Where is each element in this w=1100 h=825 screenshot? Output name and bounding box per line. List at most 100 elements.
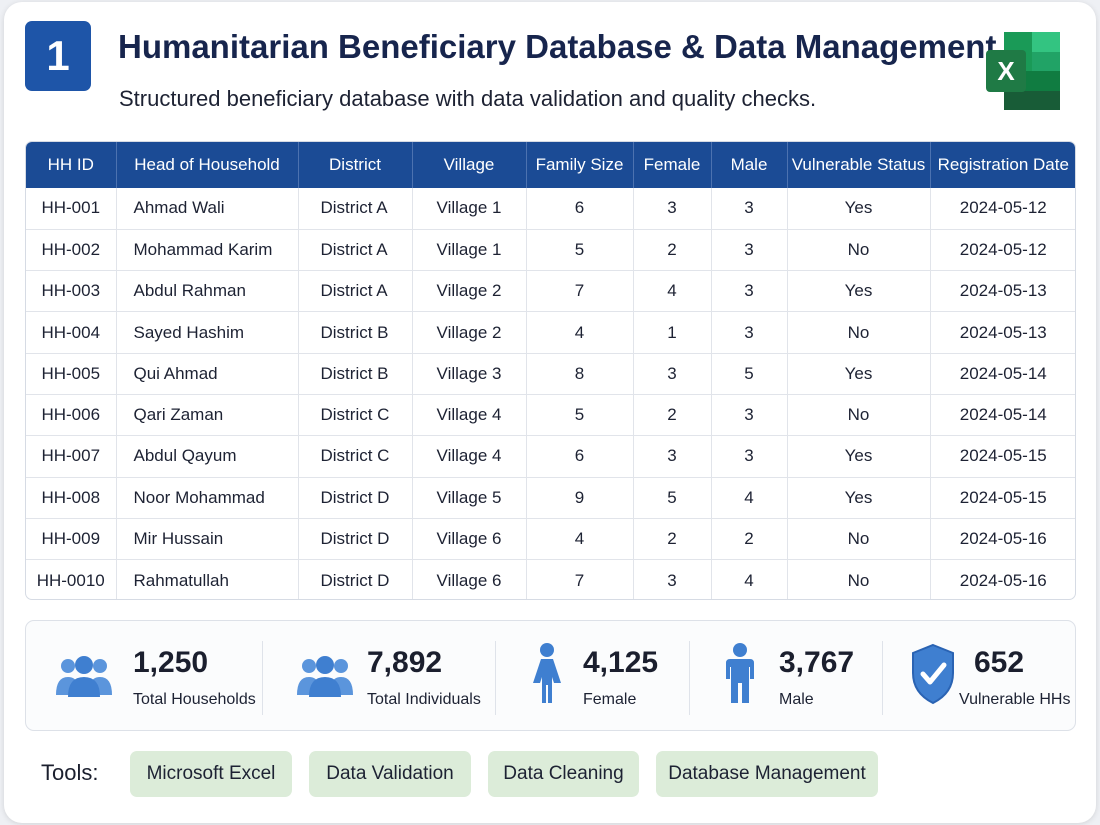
table-row[interactable]: HH-005 Qui Ahmad District B Village 3 8 3 5 Yes… xyxy=(26,353,1075,395)
column-header-hh-id[interactable]: HH ID xyxy=(26,142,117,188)
shield-check-icon xyxy=(912,643,954,705)
cell-district: District B xyxy=(298,353,413,395)
cell-village: Village 1 xyxy=(412,229,527,272)
cell-family-size: 4 xyxy=(526,518,634,561)
table-row[interactable]: HH-006 Qari Zaman District C Village 4 5 2 3 No… xyxy=(26,394,1075,437)
cell-district: District A xyxy=(298,270,413,313)
cell-family-size: 5 xyxy=(526,229,634,272)
column-header-vulnerable-status[interactable]: Vulnerable Status xyxy=(787,142,931,188)
cell-hh-id: HH-0010 xyxy=(26,559,117,599)
cell-female: 2 xyxy=(633,394,712,437)
cell-male: 5 xyxy=(711,353,788,395)
cell-district: District A xyxy=(298,229,413,272)
excel-icon: X xyxy=(986,32,1060,110)
cell-male: 4 xyxy=(711,559,788,599)
tool-chip-data-validation[interactable]: Data Validation xyxy=(309,751,471,797)
cell-village: Village 1 xyxy=(412,188,527,230)
cell-registration-date: 2024-05-13 xyxy=(930,270,1075,313)
cell-female: 5 xyxy=(633,477,712,519)
group-icon xyxy=(56,656,112,697)
column-header-family-size[interactable]: Family Size xyxy=(526,142,634,188)
cell-registration-date: 2024-05-12 xyxy=(930,229,1075,272)
cell-village: Village 2 xyxy=(412,311,527,354)
tool-chip-database-management[interactable]: Database Management xyxy=(656,751,878,797)
column-header-female[interactable]: Female xyxy=(633,142,712,188)
cell-family-size: 4 xyxy=(526,311,634,354)
column-header-registration-date[interactable]: Registration Date xyxy=(937,155,1069,174)
table-row[interactable]: HH-001 Ahmad Wali District A Village 1 6 3 3 Ye… xyxy=(26,188,1075,230)
divider xyxy=(689,641,690,715)
cell-district: District B xyxy=(298,311,413,354)
tool-chip-data-cleaning[interactable]: Data Cleaning xyxy=(488,751,639,797)
cell-head-of-household: Noor Mohammad xyxy=(116,477,299,519)
stat-vulnerable-households: 652 Vulnerable HHs xyxy=(883,621,1075,732)
cell-registration-date: 2024-05-16 xyxy=(930,518,1075,561)
cell-registration-date: 2024-05-13 xyxy=(930,311,1075,354)
page-subtitle: Structured beneficiary database with dat… xyxy=(119,86,817,111)
cell-registration-date: 2024-05-14 xyxy=(930,394,1075,437)
cell-head-of-household: Abdul Qayum xyxy=(116,435,299,478)
cell-hh-id: HH-006 xyxy=(26,394,117,437)
cell-female: 2 xyxy=(633,518,712,561)
cell-hh-id: HH-002 xyxy=(26,229,117,272)
page-title: Humanitarian Beneficiary Database & Data… xyxy=(118,28,997,65)
cell-male: 4 xyxy=(711,477,788,519)
cell-registration-date: 2024-05-15 xyxy=(930,435,1075,478)
male-icon xyxy=(726,643,754,703)
cell-vulnerable-status: No xyxy=(787,311,931,354)
column-header-male[interactable]: Male xyxy=(711,142,788,188)
cell-female: 4 xyxy=(633,270,712,313)
cell-female: 3 xyxy=(633,559,712,599)
table-header-row: HH ID Head of Household District Village… xyxy=(26,142,1075,188)
cell-head-of-household: Qui Ahmad xyxy=(116,353,299,395)
tool-chip-microsoft-excel[interactable]: Microsoft Excel xyxy=(130,751,292,797)
cell-head-of-household: Abdul Rahman xyxy=(116,270,299,313)
cell-head-of-household: Qari Zaman xyxy=(116,394,299,437)
column-header-district[interactable]: District xyxy=(298,142,413,188)
cell-hh-id: HH-008 xyxy=(26,477,117,519)
cell-village: Village 4 xyxy=(412,435,527,478)
divider xyxy=(495,641,496,715)
cell-district: District C xyxy=(298,394,413,437)
cell-family-size: 7 xyxy=(526,270,634,313)
column-header-village[interactable]: Village xyxy=(412,142,527,188)
column-header-head-of-household[interactable]: Head of Household xyxy=(116,142,299,188)
cell-male: 3 xyxy=(711,311,788,354)
cell-hh-id: HH-001 xyxy=(26,188,117,230)
cell-hh-id: HH-004 xyxy=(26,311,117,354)
cell-vulnerable-status: Yes xyxy=(787,477,931,519)
cell-male: 3 xyxy=(711,435,788,478)
cell-head-of-household: Ahmad Wali xyxy=(116,188,299,230)
female-icon xyxy=(533,643,561,703)
cell-registration-date: 2024-05-15 xyxy=(930,477,1075,519)
cell-female: 3 xyxy=(633,353,712,395)
cell-family-size: 7 xyxy=(526,559,634,599)
cell-head-of-household: Rahmatullah xyxy=(116,559,299,599)
cell-family-size: 8 xyxy=(526,353,634,395)
cell-vulnerable-status: No xyxy=(787,559,931,599)
cell-head-of-household: Mir Hussain xyxy=(116,518,299,561)
stat-female: 4,125 Female xyxy=(496,621,689,732)
divider xyxy=(882,641,883,715)
cell-male: 2 xyxy=(711,518,788,561)
cell-hh-id: HH-007 xyxy=(26,435,117,478)
stat-label: Vulnerable HHs xyxy=(959,691,1071,708)
cell-vulnerable-status: Yes xyxy=(787,270,931,313)
cell-district: District C xyxy=(298,435,413,478)
cell-female: 3 xyxy=(633,188,712,230)
summary-stats-panel: 1,250 Total Households 7,892 Total Indiv… xyxy=(25,620,1076,731)
cell-family-size: 6 xyxy=(526,188,634,230)
cell-family-size: 6 xyxy=(526,435,634,478)
beneficiary-table: HH ID Head of Household District Village… xyxy=(25,141,1076,600)
cell-village: Village 6 xyxy=(412,559,527,599)
cell-district: District D xyxy=(298,518,413,561)
cell-district: District A xyxy=(298,188,413,230)
cell-district: District D xyxy=(298,559,413,599)
